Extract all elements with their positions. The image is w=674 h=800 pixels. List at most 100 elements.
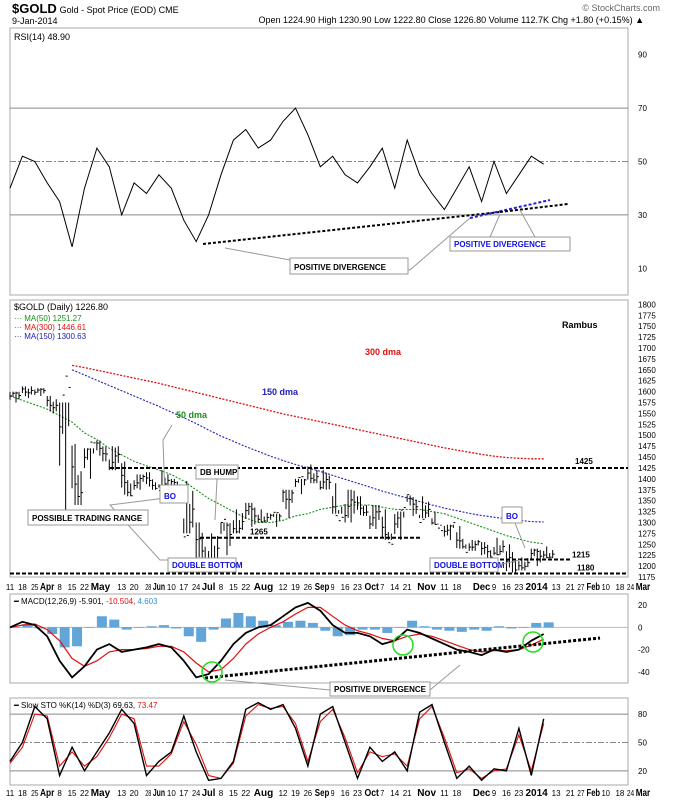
price-y-tick: 1650 — [638, 366, 656, 375]
macd-histogram-bar — [84, 627, 95, 628]
price-x-tick: 19 — [291, 583, 300, 592]
callout-line — [514, 522, 526, 549]
macd-histogram-bar — [431, 627, 442, 630]
macd-histogram-bar — [283, 621, 294, 628]
macd-legend-part: ━ MACD(12,26,9) -5.901, — [13, 597, 106, 606]
bottom-x-tick: 16 — [341, 789, 350, 798]
macd-histogram-bar — [543, 622, 554, 628]
price-x-tick: Dec — [473, 582, 491, 593]
bottom-x-tick: 9 — [492, 789, 497, 798]
bottom-x-tick: 9 — [331, 789, 335, 798]
macd-y-tick: -40 — [638, 668, 650, 677]
dma150-label: 150 dma — [262, 387, 299, 397]
title: $GOLD Gold - Spot Price (EOD) CME — [12, 1, 179, 16]
price-x-tick: 15 — [229, 583, 238, 592]
price-x-tick: 13 — [117, 583, 126, 592]
price-y-tick: 1475 — [638, 442, 656, 451]
price-x-tick: 18 — [615, 583, 624, 592]
price-x-tick: 2014 — [525, 582, 548, 593]
price-x-tick: 14 — [390, 583, 399, 592]
price-x-tick: 11 — [440, 583, 449, 592]
sto-y-tick: 20 — [638, 767, 647, 776]
bottom-x-tick: 26 — [304, 789, 313, 798]
price-x-tick: 16 — [502, 583, 511, 592]
bottom-x-tick: 23 — [514, 789, 523, 798]
double-bottom-label-1: DOUBLE BOTTOM — [172, 561, 243, 570]
macd-positive-divergence-box — [329, 681, 431, 697]
price-y-tick: 1375 — [638, 486, 656, 495]
price-y-tick: 1675 — [638, 355, 656, 364]
double-bottom-label-2: DOUBLE BOTTOM — [434, 561, 505, 570]
price-x-tick: 7 — [380, 583, 384, 592]
macd-histogram-bar — [10, 627, 20, 628]
brand: © StockCharts.com — [582, 3, 660, 13]
bottom-x-tick: 12 — [279, 789, 288, 798]
bottom-x-tick: 13 — [552, 789, 561, 798]
price-x-tick: 20 — [130, 583, 139, 592]
rsi-y-tick: 70 — [638, 104, 647, 113]
macd-histogram-bar — [34, 627, 45, 629]
level-1265-label: 1265 — [250, 528, 268, 537]
price-x-tick: Mar — [636, 582, 651, 593]
price-x-tick: 27 — [577, 583, 585, 592]
level-1180-label: 1180 — [577, 564, 595, 573]
bottom-x-tick: Feb — [587, 788, 601, 799]
macd-histogram-bar — [171, 627, 182, 629]
rsi-positive-divergence: POSITIVE DIVERGENCE — [294, 263, 387, 272]
price-x-tick: Oct — [364, 582, 379, 593]
price-y-tick: 1400 — [638, 475, 656, 484]
bottom-x-tick: 22 — [241, 789, 250, 798]
price-x-tick: Sep — [315, 582, 330, 593]
dma300-label: 300 dma — [365, 347, 402, 357]
callout-line — [497, 559, 521, 566]
price-x-tick: Feb — [587, 582, 601, 593]
bo-label-1-box — [159, 484, 189, 504]
sto-legend-part: 73.47 — [137, 701, 158, 710]
rsi-y-tick: 10 — [638, 264, 647, 273]
double-bottom-label-1-box — [167, 557, 237, 573]
bottom-x-tick: Oct — [364, 788, 379, 799]
sto-y-tick: 80 — [638, 710, 647, 719]
price-y-tick: 1800 — [638, 300, 656, 309]
price-x-tick: 21 — [566, 583, 575, 592]
price-x-tick: 25 — [31, 583, 39, 592]
bottom-x-tick: 18 — [452, 789, 461, 798]
macd-histogram-bar — [518, 627, 529, 628]
level-1425-label: 1425 — [575, 457, 593, 466]
bottom-x-tick: Jul — [202, 788, 216, 799]
level-1215-label: 1215 — [572, 551, 590, 560]
macd-histogram-bar — [494, 626, 505, 628]
price-x-tick: 23 — [353, 583, 362, 592]
price-x-tick: 8 — [57, 583, 62, 592]
bottom-x-tick: 15 — [68, 789, 77, 798]
macd-histogram-bar — [270, 625, 281, 628]
date: 9-Jan-2014 — [12, 16, 58, 26]
rsi-legend: RSI(14) 48.90 — [14, 32, 70, 42]
macd-histogram-bar — [531, 622, 542, 628]
sto-legend: ━ Slow STO %K(14) %D(3) 69.63, 73.47 — [13, 701, 158, 710]
price-x-tick: 9 — [331, 583, 335, 592]
macd-histogram-bar — [506, 627, 517, 629]
macd-histogram-bar — [220, 618, 231, 628]
price-x-tick: 28 — [145, 583, 151, 592]
sto-y-tick: 50 — [638, 738, 647, 747]
macd-histogram-bar — [96, 616, 107, 628]
bottom-x-tick: 8 — [219, 789, 224, 798]
macd-histogram-bar — [307, 622, 318, 628]
price-y-tick: 1175 — [638, 573, 656, 582]
macd-positive-divergence: POSITIVE DIVERGENCE — [334, 685, 427, 694]
dma50-label: 50 dma — [176, 410, 208, 420]
macd-legend: ━ MACD(12,26,9) -5.901, -10.504, 4.603 — [13, 597, 158, 606]
macd-histogram-bar — [394, 627, 405, 628]
macd-y-tick: 20 — [638, 601, 647, 610]
bottom-x-tick: 20 — [130, 789, 139, 798]
price-y-tick: 1775 — [638, 311, 656, 320]
price-y-tick: 1450 — [638, 453, 656, 462]
price-x-tick: 16 — [341, 583, 350, 592]
bottom-x-tick: 19 — [291, 789, 300, 798]
macd-histogram-bar — [345, 627, 356, 636]
price-y-tick: 1200 — [638, 562, 656, 571]
db-hump-label: DB HUMP — [200, 468, 238, 477]
macd-histogram-bar — [369, 627, 380, 630]
